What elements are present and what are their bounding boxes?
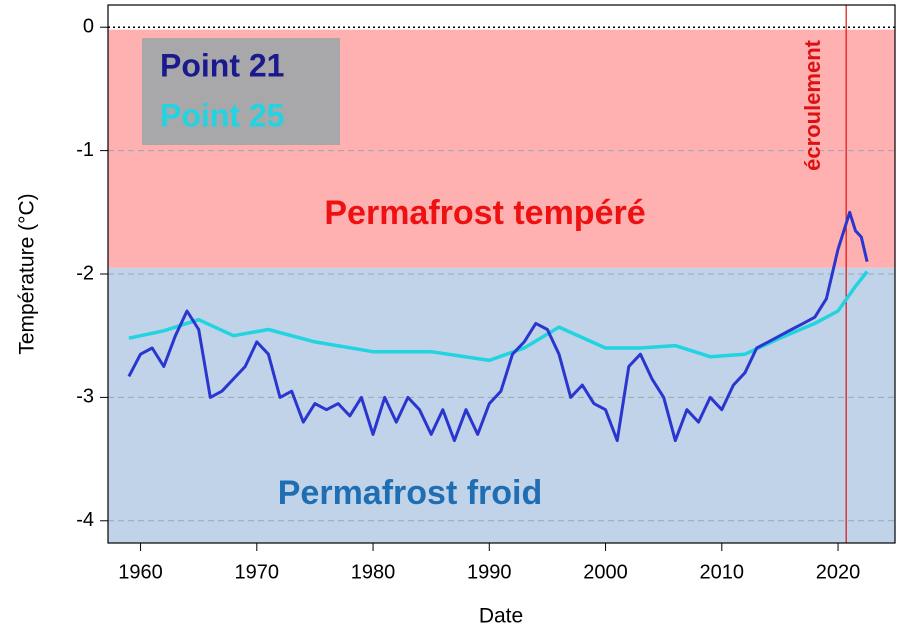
- legend-entry: Point 21: [160, 47, 284, 83]
- x-tick-label: 1970: [235, 561, 280, 583]
- y-tick-label: -3: [76, 386, 94, 408]
- y-axis-label: Température (°C): [16, 193, 39, 354]
- event-label: écroulement: [800, 39, 825, 170]
- series-line: [128, 270, 869, 363]
- x-tick-label: 1990: [467, 561, 512, 583]
- x-tick-label: 2010: [700, 561, 745, 583]
- legend-entry: Point 25: [160, 97, 284, 133]
- zone: [108, 267, 895, 543]
- y-tick-label: -1: [76, 139, 94, 161]
- x-tick-label: 1960: [118, 561, 163, 583]
- plot-frame: [107, 4, 896, 544]
- legend-box: [142, 38, 340, 145]
- x-tick-label: 2020: [816, 561, 861, 583]
- y-tick-label: 0: [83, 15, 94, 37]
- zone-label: Permafrost froid: [278, 474, 543, 512]
- x-tick-label: 2000: [583, 561, 628, 583]
- zone-label: Permafrost tempéré: [324, 194, 645, 232]
- y-tick-label: -4: [76, 509, 94, 531]
- series-line: [127, 210, 869, 443]
- x-tick-label: 1980: [351, 561, 396, 583]
- y-tick-label: -2: [76, 262, 94, 284]
- x-axis-label: Date: [479, 605, 523, 628]
